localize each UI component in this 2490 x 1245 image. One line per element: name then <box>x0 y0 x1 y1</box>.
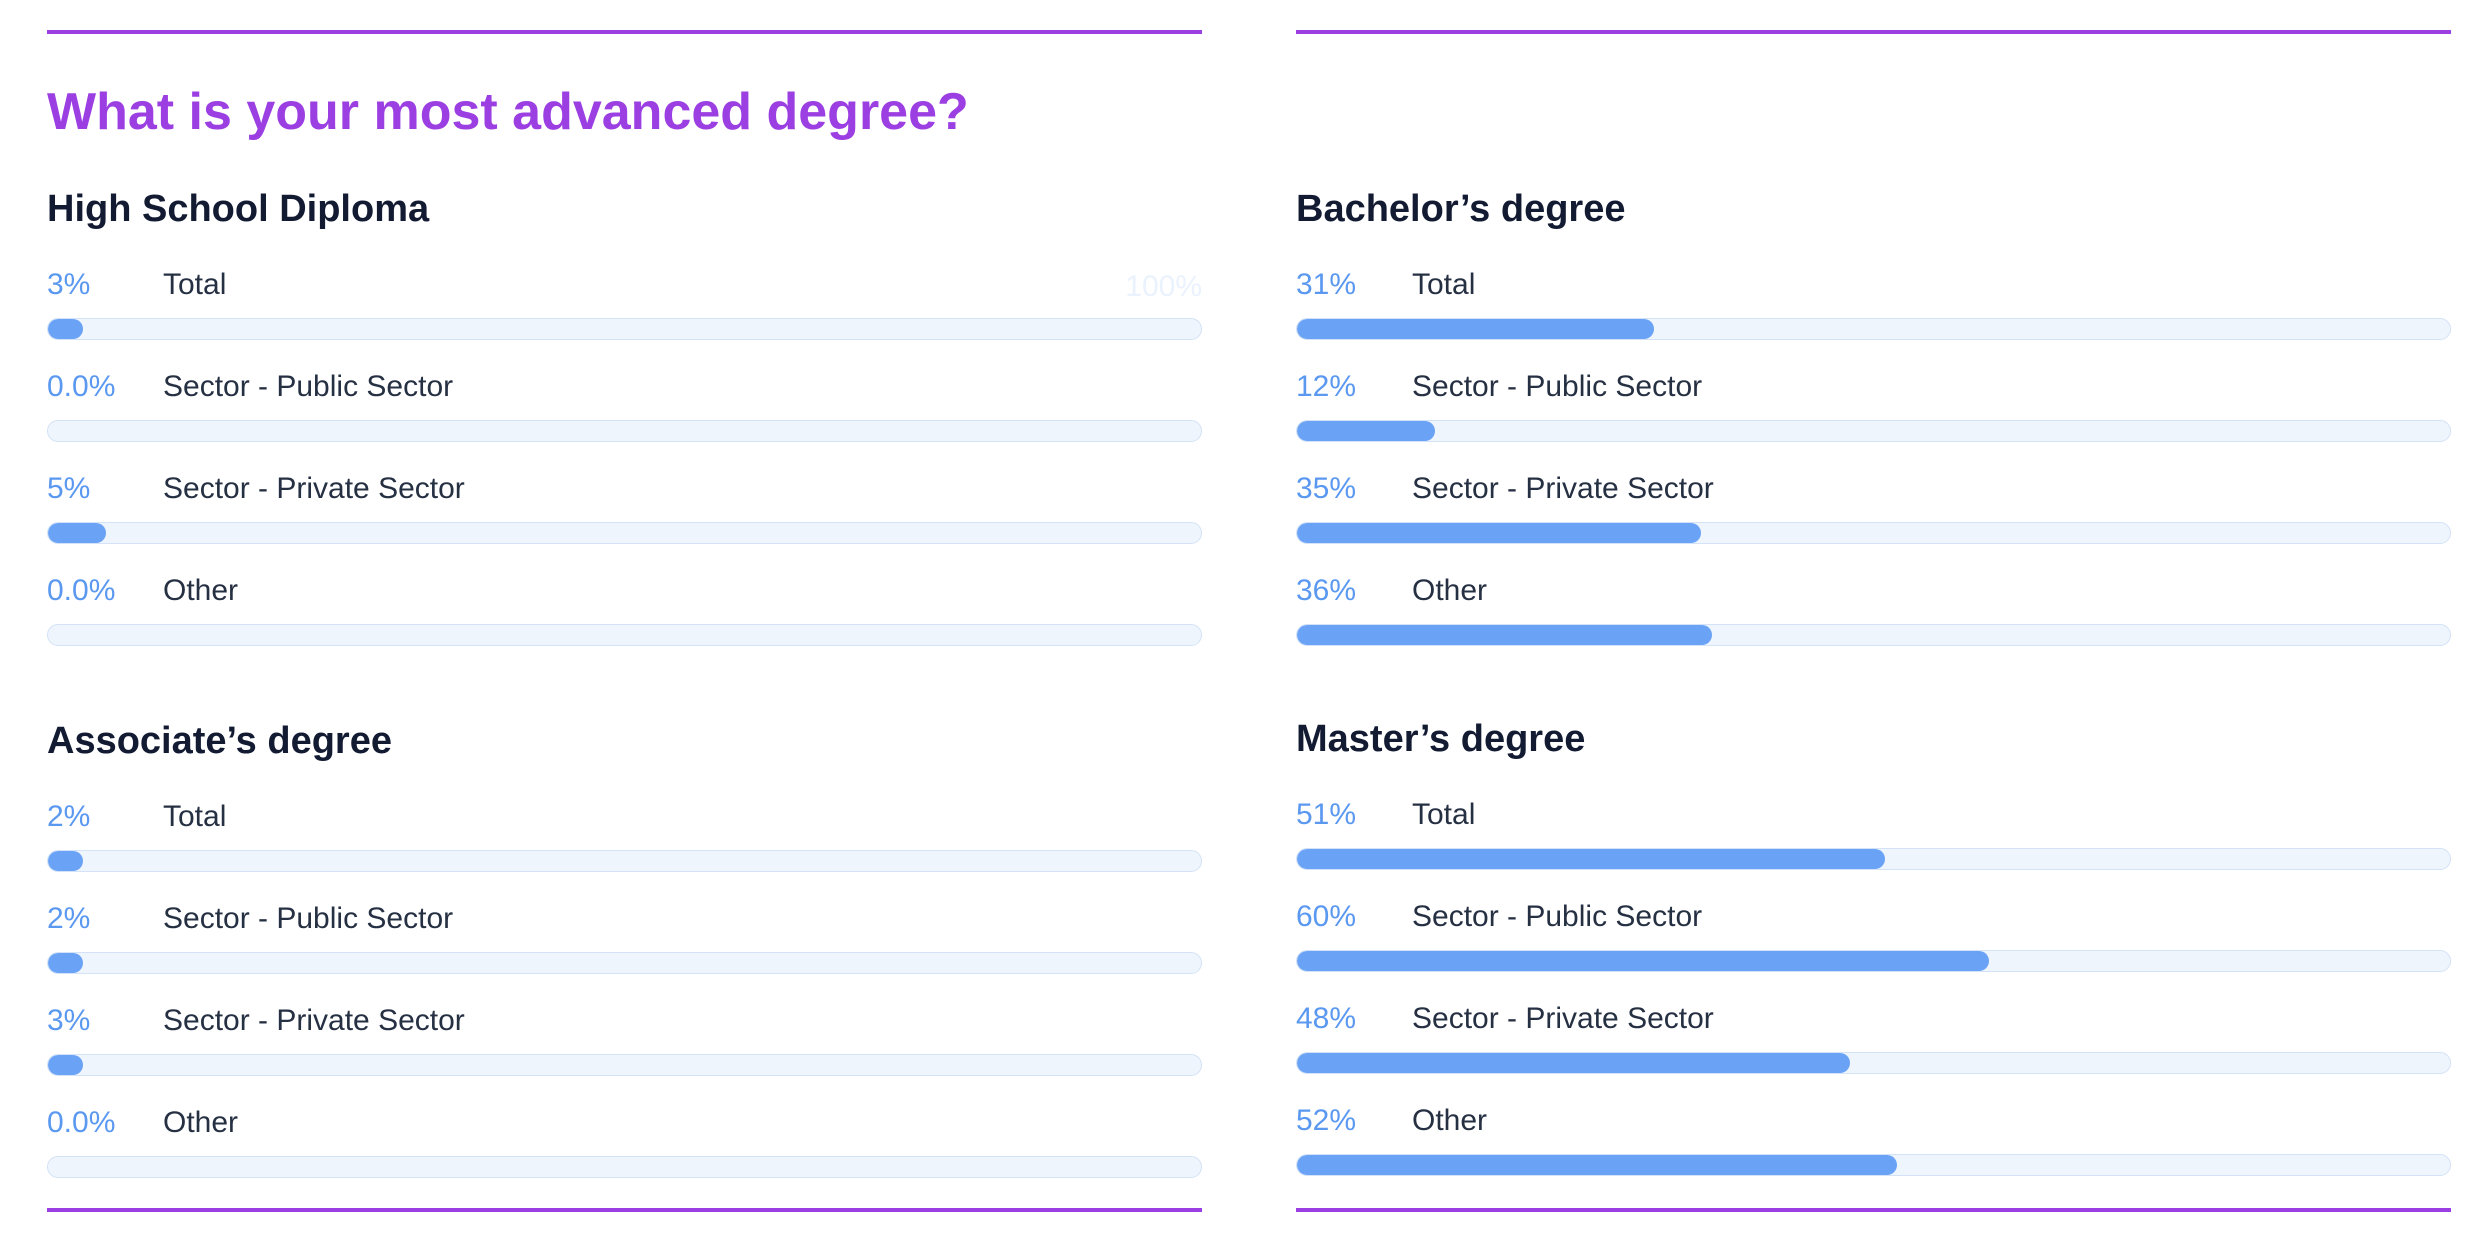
category-label: Total <box>1412 798 1476 831</box>
bar-fill <box>48 953 83 973</box>
bar-track <box>47 952 1202 974</box>
bar-track <box>47 1054 1202 1076</box>
bar-track <box>47 624 1202 646</box>
bar-fill <box>1297 1155 1897 1175</box>
group-title: Bachelor’s degree <box>1296 188 1626 230</box>
category-label: Other <box>163 1106 239 1139</box>
percent-label: 0.0% <box>47 574 116 607</box>
bar-row: 2% Sector - Public Sector <box>47 902 1202 1002</box>
bar-row: 35% Sector - Private Sector <box>1296 472 2451 572</box>
bar-track <box>47 420 1202 442</box>
bar-track <box>1296 624 2451 646</box>
percent-label: 2% <box>47 902 91 935</box>
percent-label: 48% <box>1296 1002 1357 1035</box>
bar-fill <box>1297 523 1701 543</box>
bar-row: 36% Other <box>1296 574 2451 674</box>
category-label: Other <box>1412 574 1488 607</box>
percent-label: 35% <box>1296 472 1357 505</box>
percent-label: 51% <box>1296 798 1357 831</box>
bottom-divider <box>47 1208 1202 1212</box>
percent-label: 3% <box>47 268 91 301</box>
bar-fill <box>48 1055 83 1075</box>
percent-label: 0.0% <box>47 370 116 403</box>
bar-fill <box>1297 951 1989 971</box>
bar-fill <box>1297 319 1655 339</box>
top-divider <box>1296 30 2451 34</box>
category-label: Sector - Public Sector <box>1412 900 1703 933</box>
category-label: Sector - Public Sector <box>1412 370 1703 403</box>
bar-fill <box>48 851 83 871</box>
bar-track <box>47 522 1202 544</box>
bar-row: 48% Sector - Private Sector <box>1296 1002 2451 1102</box>
bar-track <box>1296 950 2451 972</box>
bottom-divider <box>1296 1208 2451 1212</box>
percent-label: 3% <box>47 1004 91 1037</box>
bar-fill <box>1297 849 1886 869</box>
category-label: Sector - Private Sector <box>163 472 465 505</box>
category-label: Sector - Public Sector <box>163 902 454 935</box>
category-label: Sector - Private Sector <box>1412 472 1714 505</box>
category-label: Other <box>163 574 239 607</box>
percent-label: 12% <box>1296 370 1357 403</box>
bar-row: 0.0% Sector - Public Sector <box>47 370 1202 470</box>
bar-fill <box>1297 421 1436 441</box>
group-title: Master’s degree <box>1296 718 1586 760</box>
category-label: Total <box>163 800 227 833</box>
category-label: Sector - Private Sector <box>163 1004 465 1037</box>
percent-label: 2% <box>47 800 91 833</box>
category-label: Other <box>1412 1104 1488 1137</box>
bar-track <box>47 850 1202 872</box>
percent-label: 5% <box>47 472 91 505</box>
bar-row: 5% Sector - Private Sector <box>47 472 1202 572</box>
bar-row: 51% Total <box>1296 798 2451 898</box>
category-label: Total <box>1412 268 1476 301</box>
percent-label: 36% <box>1296 574 1357 607</box>
left-column: What is your most advanced degree? High … <box>47 30 1202 1215</box>
bar-fill <box>1297 1053 1851 1073</box>
bar-row: 0.0% Other <box>47 574 1202 674</box>
bar-row: 31% Total <box>1296 268 2451 368</box>
category-label: Sector - Private Sector <box>1412 1002 1714 1035</box>
percent-label: 31% <box>1296 268 1357 301</box>
bar-row: 2% Total <box>47 800 1202 900</box>
category-label: Total <box>163 268 227 301</box>
right-column: Bachelor’s degree 31% Total 12% Sector - Pub… <box>1296 30 2451 1215</box>
bar-track <box>1296 848 2451 870</box>
bar-row: 3% Total <box>47 268 1202 368</box>
bar-track <box>1296 420 2451 442</box>
percent-label: 60% <box>1296 900 1357 933</box>
top-divider <box>47 30 1202 34</box>
bar-row: 52% Other <box>1296 1104 2451 1204</box>
percent-label: 52% <box>1296 1104 1357 1137</box>
percent-label: 0.0% <box>47 1106 116 1139</box>
bar-row: 60% Sector - Public Sector <box>1296 900 2451 1000</box>
bar-fill <box>1297 625 1713 645</box>
page-title: What is your most advanced degree? <box>47 83 969 141</box>
bar-row: 0.0% Other <box>47 1106 1202 1206</box>
bar-track <box>1296 1052 2451 1074</box>
bar-track <box>1296 522 2451 544</box>
bar-track <box>1296 1154 2451 1176</box>
bar-track <box>47 1156 1202 1178</box>
bar-fill <box>48 319 83 339</box>
category-label: Sector - Public Sector <box>163 370 454 403</box>
bar-row: 12% Sector - Public Sector <box>1296 370 2451 470</box>
bar-track <box>1296 318 2451 340</box>
group-title: Associate’s degree <box>47 720 392 762</box>
scale-max-label: 100% <box>1125 270 1202 303</box>
group-title: High School Diploma <box>47 188 430 230</box>
bar-fill <box>48 523 106 543</box>
bar-track <box>47 318 1202 340</box>
bar-row: 3% Sector - Private Sector <box>47 1004 1202 1104</box>
